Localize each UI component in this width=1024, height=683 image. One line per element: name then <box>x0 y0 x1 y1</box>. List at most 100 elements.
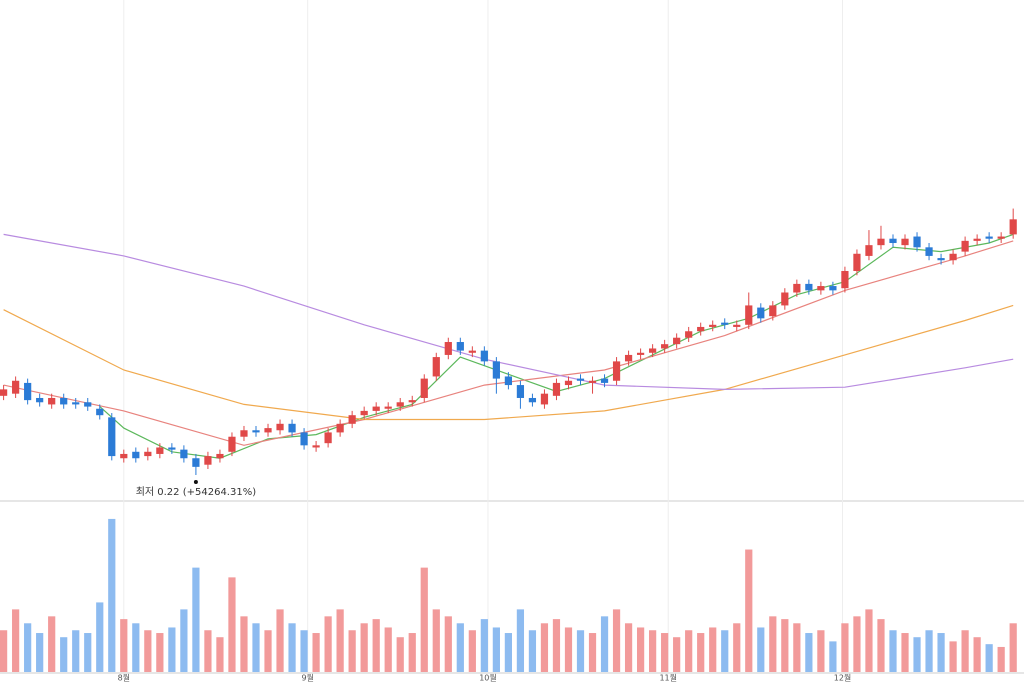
volume-bar <box>240 616 248 672</box>
candle-body <box>12 380 20 394</box>
candle-body <box>348 415 356 424</box>
volume-bar <box>624 623 633 672</box>
volume-bar <box>360 623 368 672</box>
candle-body <box>901 238 909 246</box>
candle-body <box>504 376 512 386</box>
volume-bar <box>817 630 825 672</box>
low-annotation: 최저 0.22 (+54264.31%) <box>136 486 257 498</box>
candle-body <box>937 258 945 261</box>
volume-bar <box>96 602 104 672</box>
candle-body <box>384 406 392 409</box>
candle-body <box>661 344 669 349</box>
volume-bar <box>420 567 428 672</box>
candle-body <box>841 270 849 289</box>
candle-body <box>649 348 657 353</box>
volume-bar <box>793 623 801 672</box>
volume-bar <box>913 637 921 672</box>
candle-body <box>432 357 440 377</box>
candle-body <box>949 253 957 261</box>
candle-body <box>444 342 452 355</box>
volume-bar <box>324 616 332 672</box>
candle-body <box>168 447 176 450</box>
volume-bar <box>949 641 957 672</box>
volume-bar <box>0 630 8 672</box>
candle-body <box>72 402 80 405</box>
volume-bar <box>72 630 80 672</box>
volume-bar <box>865 609 873 672</box>
volume-bar <box>985 644 993 672</box>
candle-body <box>456 342 464 351</box>
candle-body <box>685 331 693 338</box>
volume-bar <box>673 637 681 672</box>
volume-bar <box>252 623 260 672</box>
volume-bar <box>216 637 224 672</box>
candle-body <box>0 389 8 396</box>
candle-body <box>144 451 152 457</box>
moving-average-line <box>3 233 1014 391</box>
candle-body <box>60 397 68 405</box>
volume-bar <box>348 630 356 672</box>
candle-body <box>264 428 272 433</box>
candle-body <box>997 236 1005 239</box>
candle-body <box>516 385 525 398</box>
candle-body <box>300 432 308 446</box>
volume-bar <box>973 637 981 672</box>
volume-bar <box>889 630 897 672</box>
volume-bar <box>312 633 320 672</box>
volume-bar <box>120 619 128 672</box>
volume-bar <box>1009 623 1017 672</box>
volume-bar <box>516 609 525 672</box>
candle-body <box>889 238 897 244</box>
volume-bar <box>997 646 1005 672</box>
volume-bar <box>901 633 909 672</box>
candle-body <box>480 350 488 362</box>
candle-body <box>564 380 573 386</box>
volume-bar <box>600 616 609 672</box>
candle-body <box>673 337 681 345</box>
volume-bar <box>60 637 68 672</box>
candle-body <box>600 378 609 383</box>
candle-body <box>721 322 729 325</box>
volume-bar <box>649 630 657 672</box>
volume-bar <box>576 630 585 672</box>
volume-bar <box>468 630 476 672</box>
candle-body <box>228 436 236 452</box>
candle-body <box>204 456 212 465</box>
volume-bar <box>528 630 537 672</box>
volume-bar <box>564 627 573 672</box>
volume-bar <box>925 630 933 672</box>
volume-bar <box>769 616 777 672</box>
candle-body <box>468 350 476 353</box>
volume-bar <box>168 627 176 672</box>
candle-body <box>180 449 188 459</box>
candle-body <box>985 236 993 239</box>
volume-bar <box>745 549 753 672</box>
candle-body <box>372 406 380 411</box>
candle-body <box>853 253 861 271</box>
candle-body <box>408 400 416 403</box>
candle-body <box>757 307 765 319</box>
volume-bar <box>540 623 549 672</box>
volume-bar <box>204 630 212 672</box>
candle-body <box>709 324 717 327</box>
candle-body <box>1009 219 1017 235</box>
volume-bar <box>480 619 488 672</box>
volume-bar <box>192 567 200 672</box>
candle-body <box>829 286 837 291</box>
x-tick-label: 8월 <box>118 673 130 683</box>
candle-body <box>781 292 789 306</box>
candle-body <box>120 453 128 459</box>
volume-bar <box>228 577 236 672</box>
candle-body <box>312 445 320 448</box>
volume-bar <box>685 630 693 672</box>
candle-body <box>252 430 260 433</box>
volume-bar <box>276 609 284 672</box>
volume-bar <box>456 623 464 672</box>
volume-bar <box>504 633 512 672</box>
volume-bar <box>937 633 945 672</box>
candle-body <box>733 324 741 327</box>
candle-body <box>48 397 56 405</box>
candle-body <box>84 402 92 407</box>
volume-bar <box>612 609 621 672</box>
